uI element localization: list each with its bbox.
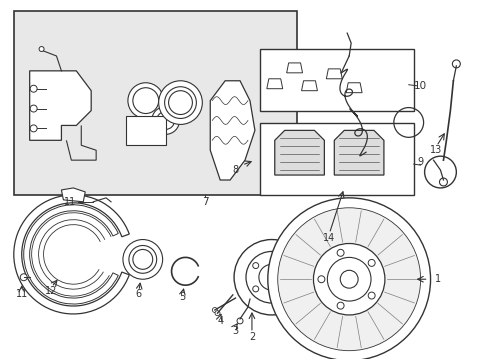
Circle shape — [326, 257, 370, 301]
Bar — [259, 49, 413, 111]
Circle shape — [237, 318, 243, 324]
Bar — [126, 116, 165, 145]
Text: 14: 14 — [323, 233, 335, 243]
Circle shape — [215, 311, 220, 316]
Polygon shape — [334, 130, 383, 175]
Circle shape — [313, 243, 384, 315]
Text: 7: 7 — [202, 197, 208, 207]
Circle shape — [122, 239, 163, 279]
Text: 2: 2 — [248, 332, 255, 342]
Text: 1: 1 — [434, 274, 441, 284]
Polygon shape — [325, 69, 342, 79]
Circle shape — [245, 251, 297, 303]
Circle shape — [267, 198, 429, 360]
Circle shape — [288, 274, 294, 280]
Circle shape — [340, 270, 357, 288]
Text: 8: 8 — [231, 165, 238, 175]
Circle shape — [30, 85, 37, 92]
Bar — [259, 123, 413, 195]
Circle shape — [212, 307, 217, 312]
Circle shape — [133, 249, 152, 269]
Circle shape — [20, 274, 27, 281]
Circle shape — [39, 46, 44, 51]
Circle shape — [168, 91, 192, 114]
Circle shape — [234, 239, 309, 315]
Circle shape — [336, 302, 344, 309]
Circle shape — [439, 178, 447, 186]
Circle shape — [277, 208, 420, 351]
Polygon shape — [274, 130, 324, 175]
Polygon shape — [210, 81, 254, 180]
Text: 6: 6 — [136, 289, 142, 299]
Text: 10: 10 — [413, 81, 427, 91]
Circle shape — [133, 88, 158, 113]
Circle shape — [274, 255, 280, 261]
Text: 4: 4 — [217, 316, 223, 326]
Circle shape — [30, 105, 37, 112]
Text: 5: 5 — [179, 292, 185, 302]
Wedge shape — [14, 195, 129, 314]
Circle shape — [274, 293, 280, 299]
Circle shape — [367, 260, 374, 266]
Circle shape — [252, 286, 258, 292]
Polygon shape — [266, 79, 282, 89]
Text: 11: 11 — [16, 289, 28, 299]
Circle shape — [151, 107, 179, 134]
Circle shape — [252, 262, 258, 269]
Circle shape — [158, 81, 202, 125]
Circle shape — [451, 60, 459, 68]
Wedge shape — [24, 205, 118, 304]
Polygon shape — [301, 81, 317, 91]
Circle shape — [156, 112, 174, 129]
Polygon shape — [30, 71, 91, 140]
Polygon shape — [346, 83, 361, 93]
Circle shape — [336, 249, 344, 256]
Circle shape — [164, 87, 196, 118]
Text: 3: 3 — [231, 326, 238, 336]
Circle shape — [128, 83, 163, 118]
Circle shape — [258, 264, 284, 290]
Text: 9: 9 — [417, 157, 423, 167]
Polygon shape — [61, 188, 85, 202]
Text: 11: 11 — [64, 197, 76, 207]
FancyBboxPatch shape — [14, 11, 296, 195]
Text: 12: 12 — [45, 286, 58, 296]
Text: 13: 13 — [429, 145, 442, 155]
Circle shape — [30, 125, 37, 132]
Circle shape — [367, 292, 374, 299]
Circle shape — [317, 276, 324, 283]
Polygon shape — [286, 63, 302, 73]
Circle shape — [129, 246, 156, 273]
